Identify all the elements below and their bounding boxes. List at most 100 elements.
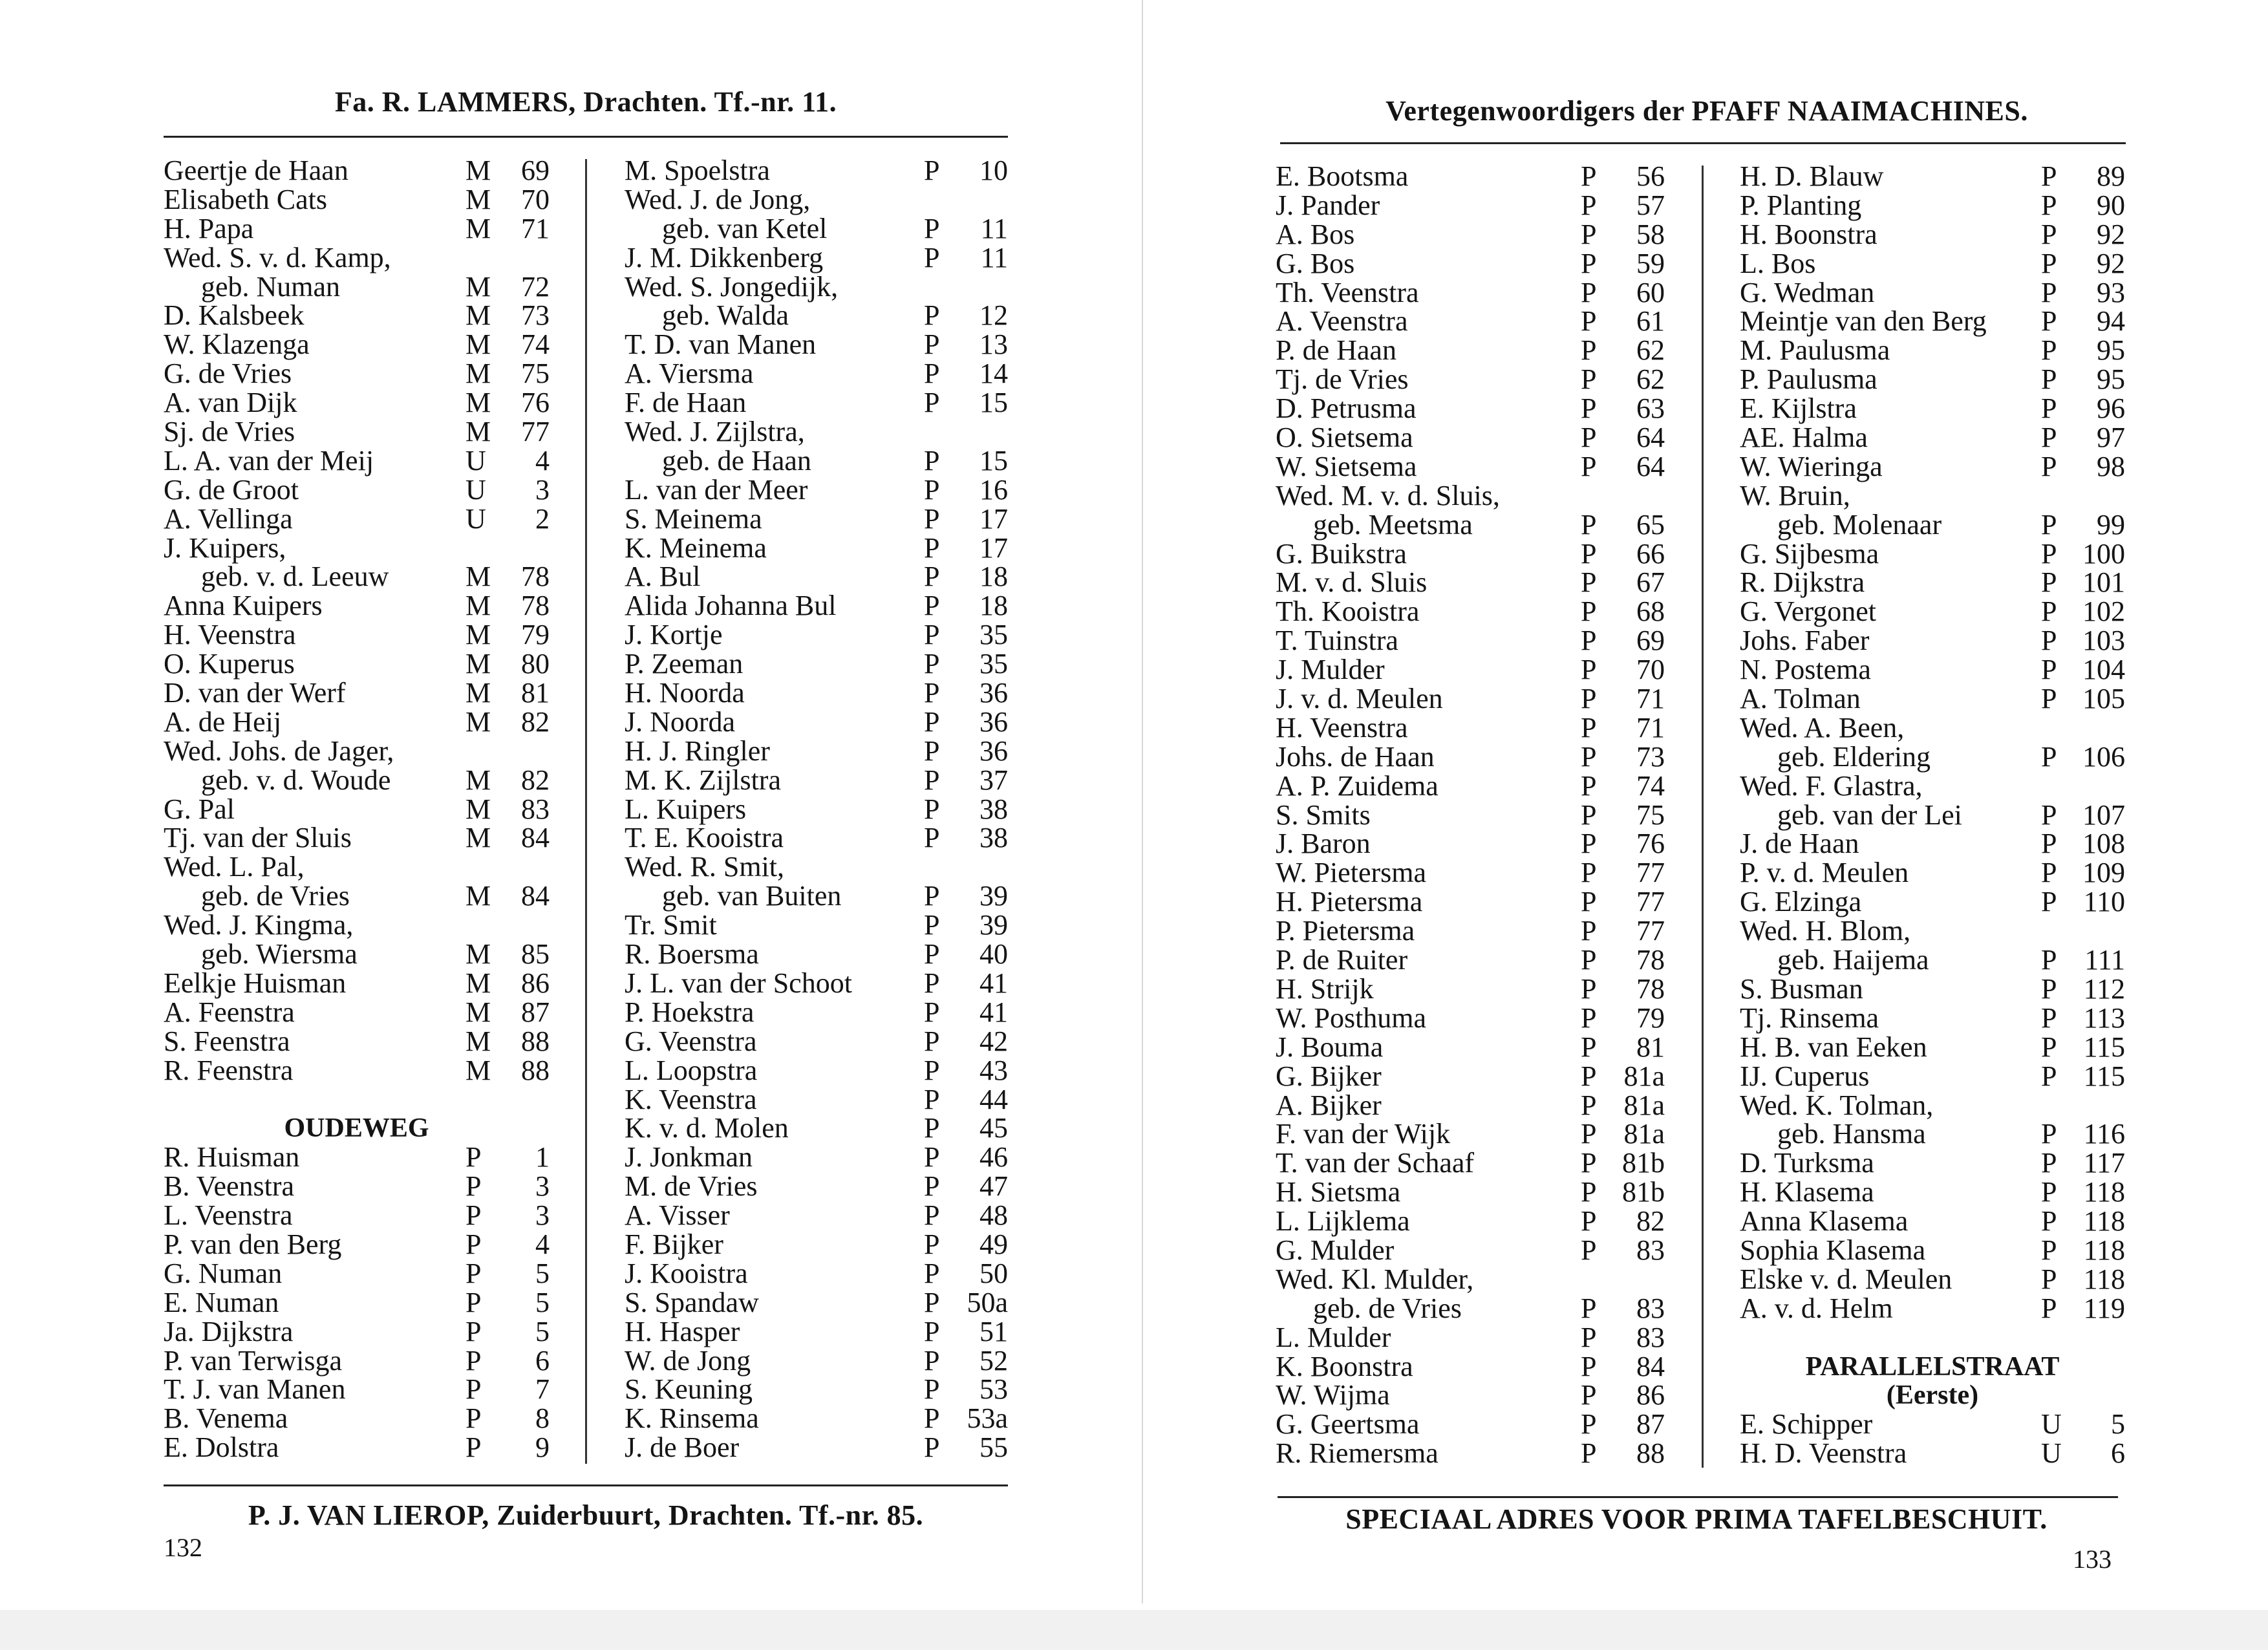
resident-name: A. Tolman	[1740, 683, 1861, 715]
directory-entry: E. Schipper U 5	[1740, 1409, 2125, 1439]
directory-entry: Tr. Smit P 39	[625, 910, 1008, 940]
resident-name: H. Strijk	[1276, 972, 1374, 1005]
page-footer: SPECIAAL ADRES VOOR PRIMA TAFELBESCHUIT.	[1345, 1503, 2048, 1535]
house-number: 3	[535, 1199, 550, 1232]
directory-entry: L. Lijklema P 82	[1276, 1206, 1665, 1236]
directory-entry: R. Riemersma P 88	[1276, 1439, 1665, 1468]
resident-name: Ja. Dijkstra	[164, 1315, 294, 1347]
directory-entry: A. Bos P 58	[1276, 220, 1665, 250]
district-letter: P	[1581, 595, 1597, 628]
resident-name: K. Boonstra	[1276, 1350, 1413, 1382]
directory-entry: O. Kuperus M 80	[164, 649, 550, 679]
house-number: 96	[2097, 392, 2125, 425]
house-number: 95	[2097, 334, 2125, 367]
resident-name: Wed. A. Been,	[1740, 711, 1905, 744]
house-number: 81a	[1623, 1089, 1665, 1121]
directory-column: M. Spoelstra P 10 Wed. J. de Jong, geb. van …	[625, 156, 1008, 1462]
directory-entry: E. Bootsma P 56	[1276, 162, 1665, 191]
district-letter: M	[465, 416, 491, 448]
page-header: Fa. R. LAMMERS, Drachten. Tf.-nr. 11.	[334, 86, 837, 118]
resident-name: R. Huisman	[164, 1141, 300, 1173]
directory-entry: Elisabeth Cats M 70	[164, 183, 550, 215]
directory-entry: G. Geertsma P 87	[1276, 1408, 1665, 1441]
district-letter: P	[1581, 654, 1597, 686]
directory-entry: Sj. de Vries M 77	[164, 416, 550, 448]
district-letter: P	[1581, 422, 1597, 454]
directory-entry: D. Kalsbeek M 73	[164, 301, 550, 330]
directory-entry: L. Mulder P 83	[1276, 1323, 1665, 1353]
house-number: 56	[1636, 160, 1665, 192]
district-letter: M	[465, 561, 491, 593]
resident-name: H. Klasema	[1740, 1176, 1874, 1208]
page-number: 133	[2073, 1545, 2112, 1574]
resident-name: P. Zeeman	[625, 648, 744, 680]
house-number: 93	[2097, 276, 2125, 308]
district-letter: M	[465, 299, 491, 332]
directory-entry: Wed. K. Tolman,	[1740, 1091, 2125, 1120]
district-letter: P	[924, 822, 940, 854]
district-letter: P	[1581, 160, 1597, 192]
district-letter: P	[924, 241, 940, 273]
house-number: 18	[979, 561, 1008, 593]
resident-name: J. M. Dikkenberg	[625, 241, 824, 273]
resident-name: Elisabeth Cats	[164, 183, 327, 215]
house-number: 88	[1636, 1437, 1665, 1470]
directory-entry: J. Noorda P 36	[625, 705, 1008, 738]
district-letter: M	[465, 1054, 491, 1086]
resident-name: S. Keuning	[625, 1373, 753, 1406]
directory-column: E. Bootsma P 56 J. Pander P 57 A. Bos P 58 G. Bos…	[1276, 162, 1665, 1468]
house-number: 37	[979, 764, 1008, 796]
directory-entry: Anna Klasema P 118	[1740, 1206, 2125, 1236]
resident-name: D. van der Werf	[164, 677, 346, 709]
directory-entry: T. van der Schaaf P 81b	[1276, 1147, 1665, 1179]
resident-name: S. Smits	[1276, 798, 1371, 831]
district-letter: P	[1581, 1379, 1597, 1411]
district-letter: U	[2041, 1437, 2062, 1470]
maiden-name: geb. Haijema	[1777, 944, 1929, 976]
house-number: 77	[1636, 886, 1665, 918]
resident-name: M. K. Zijlstra	[625, 764, 781, 796]
house-number: 70	[1636, 654, 1665, 686]
district-letter: P	[2041, 363, 2057, 396]
directory-entry: H. Boonstra P 92	[1740, 220, 2125, 250]
directory-entry: L. van der Meer P 16	[625, 475, 1008, 505]
page-footer: P. J. VAN LIEROP, Zuiderbuurt, Drachten.…	[248, 1499, 924, 1531]
district-letter: P	[924, 705, 940, 738]
district-letter: P	[1581, 1002, 1597, 1034]
directory-entry: D. Turksma P 117	[1740, 1148, 2125, 1178]
resident-name: E. Kijlstra	[1740, 392, 1857, 425]
house-number: 72	[521, 270, 550, 303]
directory-entry: H. D. Veenstra U 6	[1740, 1439, 2125, 1468]
resident-name: G. Mulder	[1276, 1234, 1395, 1266]
resident-name: J. Jonkman	[625, 1141, 753, 1173]
resident-name: S. Spandaw	[625, 1286, 759, 1318]
maiden-name: geb. de Haan	[662, 444, 811, 477]
maiden-name: geb. Molenaar	[1777, 508, 1942, 541]
house-number: 39	[979, 880, 1008, 912]
district-letter: P	[465, 1431, 482, 1464]
district-letter: P	[1581, 247, 1597, 279]
maiden-name: geb. Hansma	[1777, 1118, 1926, 1150]
resident-name: Alida Johanna Bul	[625, 590, 837, 622]
resident-name: Wed. J. de Jong,	[625, 183, 811, 215]
district-letter: P	[2041, 740, 2057, 773]
resident-name: T. van der Schaaf	[1276, 1147, 1475, 1179]
resident-name: Wed. J. Zijlstra,	[625, 416, 805, 448]
directory-entry: G. Vergonet P 102	[1740, 597, 2125, 627]
resident-name: R. Boersma	[625, 938, 759, 970]
house-number: 6	[535, 1344, 550, 1377]
district-letter: P	[465, 1228, 482, 1260]
resident-name: M. Spoelstra	[625, 155, 770, 186]
resident-name: L. Kuipers	[625, 793, 747, 825]
street-heading: OUDEWEG	[284, 1113, 429, 1144]
district-letter: P	[465, 1141, 482, 1173]
district-letter: P	[924, 1402, 940, 1435]
directory-entry: S. Feenstra M 88	[164, 1027, 550, 1056]
directory-entry: L. Kuipers P 38	[625, 795, 1008, 824]
directory-entry: E. Kijlstra P 96	[1740, 394, 2125, 423]
directory-entry: geb. van Ketel P 11	[625, 214, 1008, 244]
directory-entry: H. Hasper P 51	[625, 1317, 1008, 1347]
house-number: 87	[1636, 1408, 1665, 1441]
directory-entry: M. v. d. Sluis P 67	[1276, 568, 1665, 597]
district-letter: P	[2041, 886, 2057, 918]
